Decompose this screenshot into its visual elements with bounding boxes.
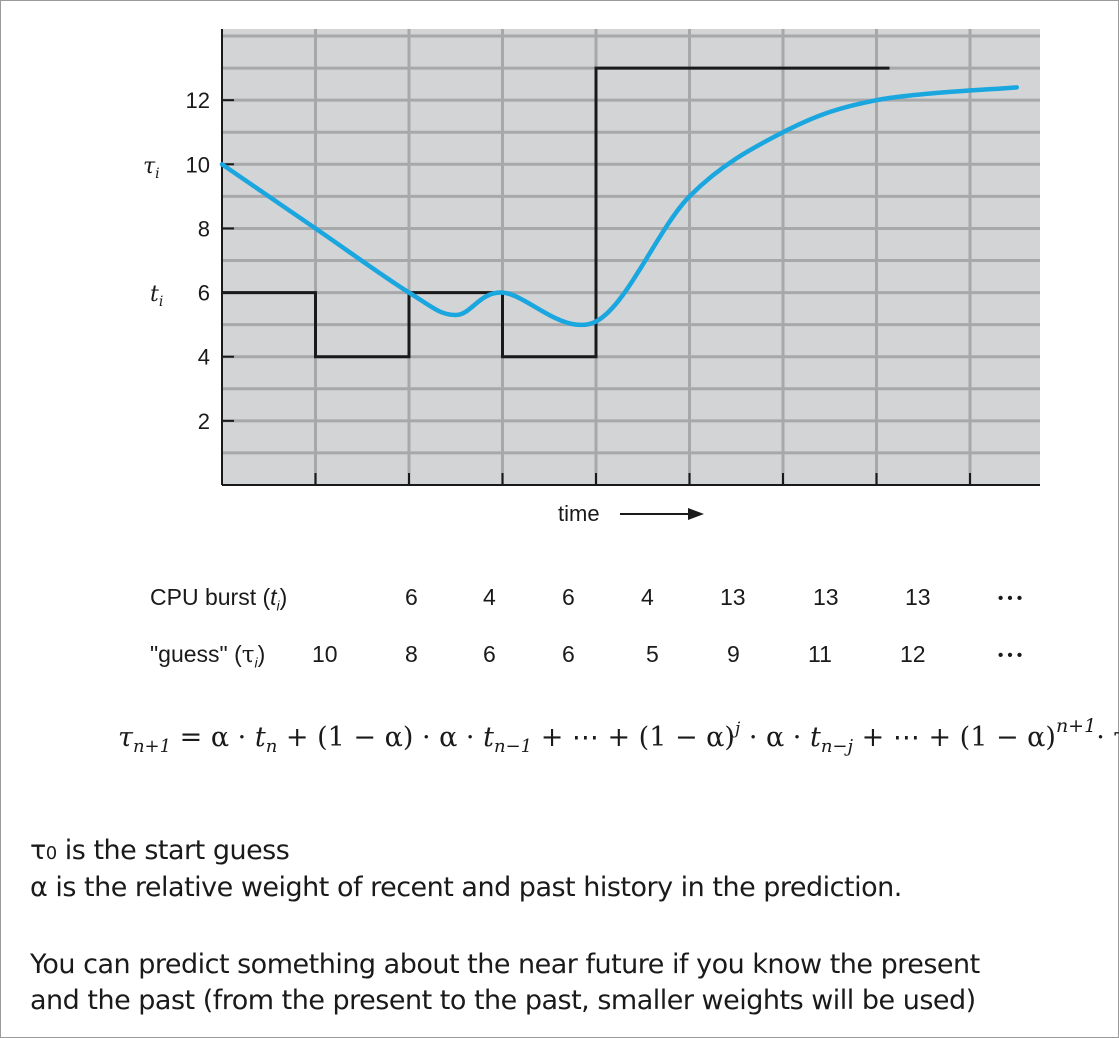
guess-ellipsis: • • • bbox=[998, 647, 1023, 664]
formula-sub: n−1 bbox=[493, 736, 533, 757]
formula-part: + (1 − α) · α · bbox=[277, 722, 484, 753]
guess-value: 5 bbox=[646, 641, 659, 667]
note-alpha: α is the relative weight of recent and p… bbox=[30, 872, 902, 903]
guess-curve bbox=[219, 85, 1019, 328]
cpu-burst-subscript: i bbox=[276, 597, 280, 614]
formula-t: t bbox=[809, 722, 821, 753]
x-ticks bbox=[314, 473, 971, 485]
x-axis-label: time bbox=[558, 501, 600, 526]
formula-part: · τ bbox=[1096, 722, 1119, 753]
note-predict-1: You can predict something about the near… bbox=[30, 949, 980, 980]
burst-value: 4 bbox=[641, 584, 654, 610]
time-arrow-head bbox=[688, 508, 704, 520]
guess-symbol: τ bbox=[241, 642, 255, 668]
note-sub: 0 bbox=[45, 843, 57, 864]
y-ticks: 2 4 6 8 10 12 bbox=[186, 88, 234, 434]
exponential-average-formula: τn+1 = α · tn + (1 − α) · α · tn−1 + ⋯ +… bbox=[118, 715, 1119, 757]
formula-t: t bbox=[254, 722, 266, 753]
guess-value: 9 bbox=[727, 641, 740, 667]
formula-part: + ⋯ + (1 − α) bbox=[532, 722, 735, 753]
guess-subscript: i bbox=[254, 654, 258, 671]
burst-value: 13 bbox=[720, 584, 746, 610]
note-predict-2: and the past (from the present to the pa… bbox=[30, 985, 976, 1016]
formula-t: t bbox=[483, 722, 494, 753]
formula-part: + ⋯ + (1 − α) bbox=[853, 722, 1056, 753]
y-tick-label: 2 bbox=[198, 409, 210, 434]
guess-value: 8 bbox=[405, 641, 418, 667]
burst-value: 13 bbox=[813, 584, 839, 610]
burst-value: 4 bbox=[483, 584, 496, 610]
cpu-burst-close: ) bbox=[279, 584, 288, 610]
y-symbol-tau: τi bbox=[143, 154, 160, 182]
guess-label-text: "guess" ( bbox=[150, 641, 242, 667]
note-text: is the start guess bbox=[56, 835, 290, 866]
cpu-burst-label-text: CPU burst ( bbox=[150, 584, 271, 610]
formula-sub: n+1 bbox=[132, 736, 172, 757]
guess-value: 6 bbox=[562, 641, 575, 667]
cpu-burst-row-label: CPU burst (ti) bbox=[150, 584, 287, 614]
formula-sub: n bbox=[265, 736, 278, 757]
burst-value: 6 bbox=[405, 584, 418, 610]
burst-prediction-chart: 2 4 6 8 10 12 τi ti time bbox=[143, 29, 1040, 526]
formula-sub: n−j bbox=[820, 736, 854, 757]
formula-part: = α · bbox=[171, 722, 255, 753]
y-tick-label: 8 bbox=[198, 216, 210, 241]
guess-close: ) bbox=[257, 641, 266, 667]
y-tick-label: 10 bbox=[186, 152, 210, 177]
y-tick-label: 12 bbox=[186, 88, 210, 113]
y-tick-label: 4 bbox=[198, 345, 210, 370]
note-start-guess: τ0 is the start guess bbox=[30, 835, 290, 866]
y-tick-label: 6 bbox=[198, 281, 210, 306]
formula-part: · α · bbox=[740, 722, 810, 753]
guess-value: 10 bbox=[312, 641, 338, 667]
formula-sup: j bbox=[734, 719, 741, 739]
cpu-burst-step-line bbox=[222, 66, 890, 359]
formula-sup: n+1 bbox=[1055, 715, 1097, 737]
note-tau: τ bbox=[30, 835, 46, 866]
plot-area bbox=[222, 29, 1040, 485]
cpu-burst-symbol: t bbox=[270, 584, 277, 610]
guess-value: 11 bbox=[808, 641, 832, 667]
guess-value: 6 bbox=[483, 641, 496, 667]
guess-row-label: "guess" (τi) bbox=[150, 641, 265, 671]
burst-value: 13 bbox=[905, 584, 931, 610]
formula-tau: τ bbox=[118, 722, 133, 753]
y-symbol-t: ti bbox=[150, 282, 163, 310]
burst-value: 6 bbox=[562, 584, 575, 610]
guess-value: 12 bbox=[900, 641, 926, 667]
burst-ellipsis: • • • bbox=[998, 590, 1023, 607]
